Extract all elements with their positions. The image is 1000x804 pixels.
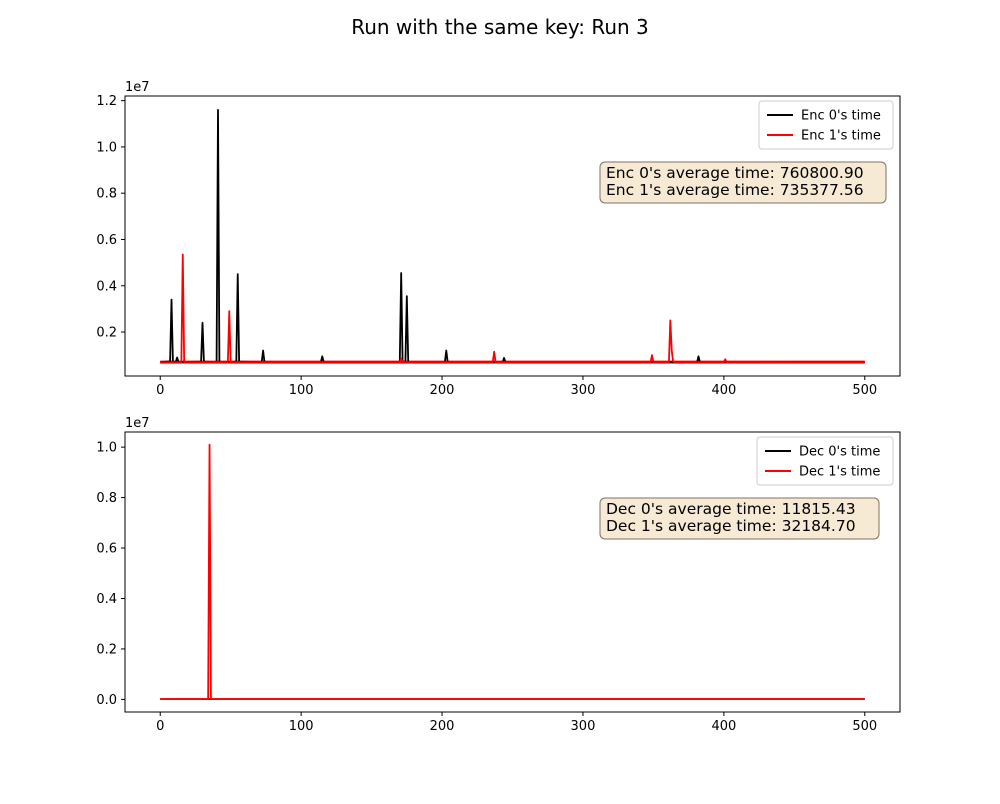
x-tick-label: 100 xyxy=(289,719,314,734)
series-group xyxy=(160,443,865,700)
average-time-text: Dec 0's average time: 11815.43 xyxy=(606,500,856,518)
y-offset-label: 1e7 xyxy=(125,80,150,95)
legend-box xyxy=(758,100,894,150)
series-line-1 xyxy=(160,443,865,700)
x-tick-label: 0 xyxy=(156,719,164,734)
legend-entry-label: Dec 1's time xyxy=(799,465,880,480)
average-time-text: Enc 0's average time: 760800.90 xyxy=(606,164,864,182)
y-tick-label: 0.2 xyxy=(96,642,117,657)
y-tick-label: 1.0 xyxy=(96,140,117,155)
x-tick-label: 100 xyxy=(289,383,314,398)
x-tick-label: 200 xyxy=(430,719,455,734)
plot-frame xyxy=(124,431,901,713)
legend-entry-label: Enc 0's time xyxy=(801,109,881,124)
plot-frame xyxy=(124,95,901,377)
x-tick-label: 500 xyxy=(852,383,877,398)
x-tick-label: 500 xyxy=(852,719,877,734)
legend-entry-label: Dec 0's time xyxy=(799,445,880,460)
legend-box xyxy=(756,436,894,486)
x-tick-label: 400 xyxy=(711,719,736,734)
x-tick-label: 300 xyxy=(571,719,596,734)
x-tick-label: 0 xyxy=(156,383,164,398)
average-time-text: Enc 1's average time: 735377.56 xyxy=(606,181,864,199)
x-tick-label: 200 xyxy=(430,383,455,398)
y-tick-label: 0.2 xyxy=(96,326,117,341)
y-tick-label: 1.0 xyxy=(96,441,117,456)
x-tick-label: 300 xyxy=(571,383,596,398)
average-time-text: Dec 1's average time: 32184.70 xyxy=(606,517,856,535)
dec-time-panel: 0 100 200 300 400 500 0.0 0.2 0.4 0.6 0.8 1.0 1e7 Dec… xyxy=(96,416,901,734)
average-time-box xyxy=(599,497,880,540)
enc-time-panel: 0 100 200 300 400 500 0.2 0.4 0.6 0.8 1.0 1.2 1e7 Enc… xyxy=(96,80,901,398)
y-tick-label: 1.2 xyxy=(96,94,117,109)
y-tick-label: 0.8 xyxy=(96,187,117,202)
y-tick-label: 0.4 xyxy=(96,279,117,294)
y-tick-label: 0.6 xyxy=(96,542,117,557)
y-tick-label: 0.8 xyxy=(96,491,117,506)
legend-entry-label: Enc 1's time xyxy=(801,129,881,144)
average-time-box xyxy=(599,161,887,204)
x-tick-label: 400 xyxy=(711,383,736,398)
y-tick-label: 0.0 xyxy=(96,693,117,708)
series-group xyxy=(160,108,865,364)
y-tick-label: 0.6 xyxy=(96,233,117,248)
figure-title: Run with the same key: Run 3 xyxy=(351,15,649,39)
y-offset-label: 1e7 xyxy=(125,416,150,431)
series-line-1 xyxy=(160,253,865,364)
y-tick-label: 0.4 xyxy=(96,592,117,607)
